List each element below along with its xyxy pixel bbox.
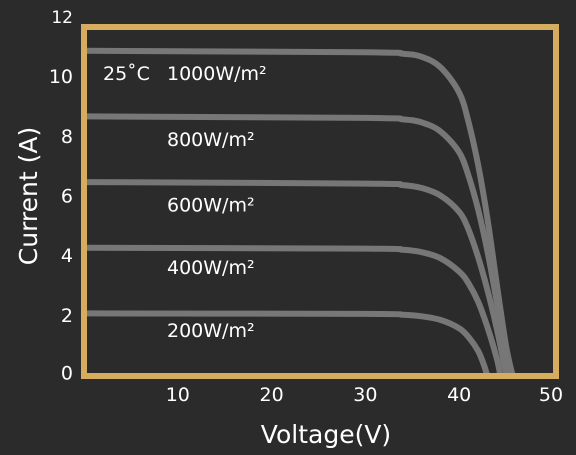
- y-tick-label: 6: [61, 186, 73, 208]
- x-tick-label: 50: [539, 384, 563, 406]
- x-tick-label: 10: [166, 384, 190, 406]
- plot-frame: [81, 24, 559, 379]
- iv-curve-800w: [84, 113, 513, 376]
- iv-curve-1000w: [84, 47, 516, 376]
- y-tick-label: 0: [61, 363, 73, 385]
- series-label: 1000W/m²: [167, 63, 267, 85]
- y-axis-ticks: 0 2 4 6 8 10 12: [49, 8, 73, 385]
- y-axis-label: Current (A): [14, 127, 43, 265]
- iv-curve-600w: [84, 179, 510, 376]
- labels-layer: 1000W/m² 800W/m² 600W/m² 400W/m² 200W/m²: [167, 63, 267, 342]
- y-tick-label: 12: [51, 8, 73, 28]
- iv-curve-400w: [84, 244, 504, 376]
- y-tick-label: 10: [49, 66, 73, 88]
- series-label: 200W/m²: [167, 320, 255, 342]
- x-axis-label: Voltage(V): [261, 420, 391, 449]
- series-label: 600W/m²: [167, 194, 255, 216]
- x-tick-label: 40: [447, 384, 471, 406]
- y-tick-label: 8: [61, 126, 73, 148]
- series-label: 400W/m²: [167, 257, 255, 279]
- temperature-annotation: 25˚C: [103, 63, 150, 85]
- iv-curve-200w: [84, 310, 491, 376]
- y-tick-label: 2: [61, 305, 73, 327]
- series-label: 800W/m²: [167, 129, 255, 151]
- y-tick-label: 4: [61, 245, 73, 267]
- x-tick-label: 30: [353, 384, 377, 406]
- x-axis-ticks: 10 20 30 40 50: [166, 384, 563, 406]
- x-tick-label: 20: [260, 384, 284, 406]
- curves-layer: [84, 47, 516, 376]
